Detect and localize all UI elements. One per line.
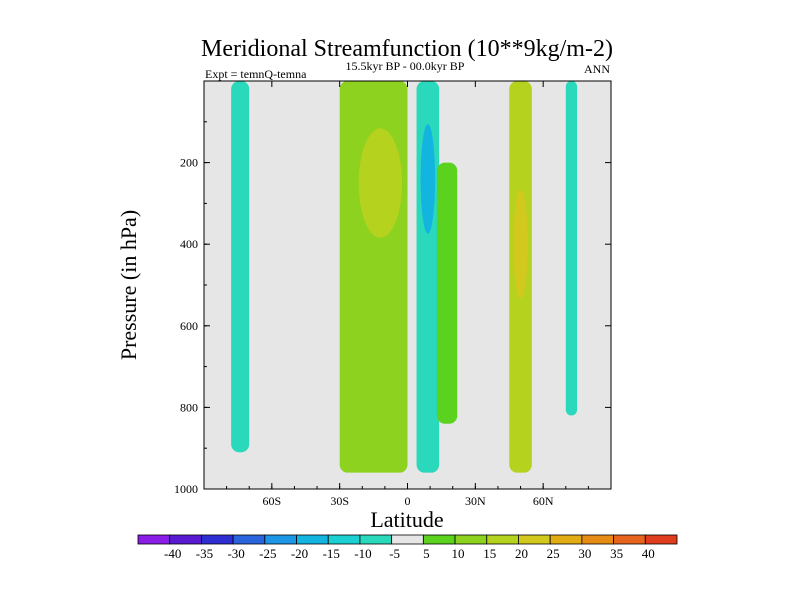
northern-midlatitude-cell-extremum: [513, 189, 528, 300]
colorbar-swatch: [296, 534, 329, 545]
colorbar: -40 -35 -30 -25 -20 -15 -10 -5 5 10 15 20 25 30 35 40: [137, 534, 678, 561]
chart-subtitle: 15.5kyr BP - 00.0kyr BP: [346, 59, 465, 73]
colorbar-label: 30: [578, 546, 591, 561]
colorbar-label: 40: [642, 546, 655, 561]
x-tick-label: 60N: [533, 494, 554, 508]
colorbar-swatch: [137, 534, 171, 545]
x-tick-label: 30S: [330, 494, 349, 508]
colorbar-swatch: [581, 534, 614, 545]
season-label: ANN: [584, 62, 610, 76]
colorbar-label: -40: [164, 546, 181, 561]
x-tick-label: 0: [405, 494, 411, 508]
colorbar-label: -10: [354, 546, 371, 561]
colorbar-swatch: [486, 534, 519, 545]
chart-title: Meridional Streamfunction (10**9kg/m-2): [201, 36, 613, 62]
y-tick-label: 600: [180, 319, 198, 333]
colorbar-swatch: [391, 534, 424, 545]
colorbar-swatch: [201, 534, 234, 545]
colorbar-swatch: [327, 534, 361, 545]
y-tick-label: 800: [180, 400, 198, 414]
colorbar-label: -5: [389, 546, 400, 561]
y-tick-label: 200: [180, 156, 198, 170]
colorbar-swatch: [613, 534, 646, 545]
y-tick-label: 1000: [174, 482, 198, 496]
colorbar-swatch: [454, 534, 488, 545]
colorbar-label: 35: [610, 546, 623, 561]
x-tick-label: 30N: [465, 494, 486, 508]
y-axis-ticks: 200 400 600 800 1000: [174, 121, 611, 496]
colorbar-label: 20: [515, 546, 528, 561]
colorbar-label: 10: [452, 546, 465, 561]
colorbar-label: -20: [291, 546, 308, 561]
plot-area: 60S 30S 0 30N 60N 200 400 600 800 1000: [174, 80, 612, 508]
northern-high-latitude-cell: [565, 81, 578, 416]
colorbar-label: 25: [547, 546, 560, 561]
experiment-label: Expt = temnQ-temna: [205, 67, 307, 81]
colorbar-label: -25: [259, 546, 276, 561]
northern-subtropical-cell: [436, 162, 458, 424]
colorbar-label: -15: [323, 546, 340, 561]
colorbar-label: 5: [423, 546, 430, 561]
y-axis-label: Pressure (in hPa): [116, 210, 141, 360]
southern-high-latitude-cell: [231, 81, 250, 453]
y-tick-label: 400: [180, 237, 198, 251]
colorbar-swatch: [232, 534, 266, 545]
colorbar-label: -30: [227, 546, 244, 561]
colorbar-swatch: [359, 534, 393, 545]
equatorial-negative-cell-extremum: [420, 124, 436, 234]
contour-fill-layer: [231, 81, 578, 473]
colorbar-label: -35: [196, 546, 213, 561]
colorbar-swatch: [169, 534, 202, 545]
southern-subtropical-cell-extremum: [358, 128, 403, 238]
x-axis-label: Latitude: [370, 507, 443, 532]
colorbar-swatch: [422, 534, 456, 545]
colorbar-swatch: [264, 534, 297, 545]
colorbar-swatch: [644, 534, 678, 545]
colorbar-label: 15: [483, 546, 496, 561]
x-axis-ticks: 60S 30S 0 30N 60N: [203, 81, 612, 508]
colorbar-swatch: [549, 534, 583, 545]
x-tick-label: 60S: [262, 494, 281, 508]
colorbar-swatch: [518, 534, 551, 545]
